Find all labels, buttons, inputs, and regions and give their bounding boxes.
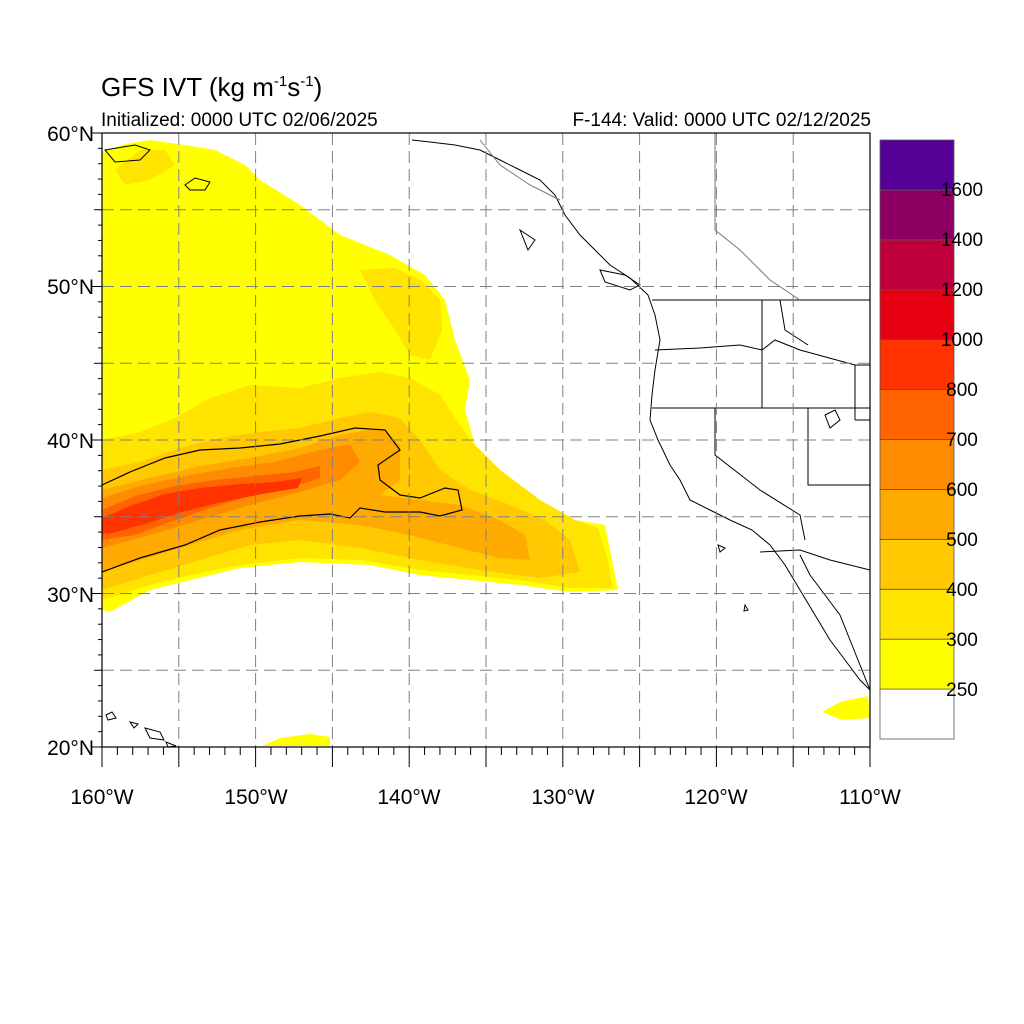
colorbar-box bbox=[879, 688, 955, 740]
latitude-labels: 20°N 30°N 40°N 50°N 60°N bbox=[47, 123, 94, 760]
colorbar-box bbox=[879, 538, 955, 590]
colorbar-box bbox=[879, 638, 955, 690]
colorbar-box bbox=[879, 239, 955, 291]
colorbar-label-1400: 1400 bbox=[941, 230, 983, 251]
axis-ticks bbox=[92, 132, 871, 767]
colorbar-box bbox=[879, 389, 955, 440]
ivt-shading bbox=[102, 140, 870, 746]
lat-label-30: 30°N bbox=[47, 584, 94, 607]
lon-label-110w: 110°W bbox=[839, 786, 901, 809]
colorbar-label-1600: 1600 bbox=[941, 180, 983, 201]
colorbar-labels: 250 300 400 500 600 700 800 1000 1200 14… bbox=[941, 180, 983, 701]
lon-label-130w: 130°W bbox=[531, 786, 594, 809]
political-borders bbox=[652, 299, 870, 571]
lat-label-50: 50°N bbox=[47, 276, 94, 299]
colorbar-label-800: 800 bbox=[946, 380, 978, 401]
lon-label-150w: 150°W bbox=[224, 786, 287, 809]
ivt-band-300-nw bbox=[115, 150, 175, 185]
lat-label-60: 60°N bbox=[47, 123, 94, 146]
colorbar-box bbox=[879, 588, 955, 640]
colorbar-box bbox=[879, 439, 955, 490]
colorbar-box bbox=[879, 139, 955, 191]
colorbar-label-300: 300 bbox=[946, 630, 978, 651]
colorbar-label-1000: 1000 bbox=[941, 330, 983, 351]
ivt-band-300-north bbox=[360, 268, 442, 360]
initialized-time: Initialized: 0000 UTC 02/06/2025 bbox=[101, 110, 378, 131]
lat-label-40: 40°N bbox=[47, 430, 94, 453]
map-grid bbox=[102, 133, 870, 747]
longitude-labels: 160°W 150°W 140°W 130°W 120°W 110°W bbox=[70, 786, 901, 809]
lon-label-120w: 120°W bbox=[684, 786, 747, 809]
ivt-band-800 bbox=[102, 478, 302, 534]
lon-label-160w: 160°W bbox=[70, 786, 133, 809]
ivt-band-250-baja bbox=[822, 696, 870, 720]
valid-time: F-144: Valid: 0000 UTC 02/12/2025 bbox=[572, 110, 871, 131]
colorbar-label-600: 600 bbox=[946, 480, 978, 501]
colorbar-label-1200: 1200 bbox=[941, 280, 983, 301]
ivt-band-500 bbox=[102, 428, 530, 572]
colorbar bbox=[879, 139, 955, 740]
lat-label-20: 20°N bbox=[47, 737, 94, 760]
lon-label-140w: 140°W bbox=[377, 786, 440, 809]
colorbar-box bbox=[879, 339, 955, 390]
map-title: GFS IVT (kg m-1s-1) bbox=[101, 72, 323, 102]
ivt-band-250-hawaii bbox=[262, 734, 330, 746]
colorbar-box bbox=[879, 189, 955, 241]
colorbar-label-250: 250 bbox=[946, 680, 978, 701]
colorbar-label-700: 700 bbox=[946, 430, 978, 451]
colorbar-label-400: 400 bbox=[946, 580, 978, 601]
colorbar-label-500: 500 bbox=[946, 530, 978, 551]
colorbar-box bbox=[879, 489, 955, 540]
ivt-contour bbox=[102, 427, 463, 573]
coastlines bbox=[104, 139, 870, 747]
